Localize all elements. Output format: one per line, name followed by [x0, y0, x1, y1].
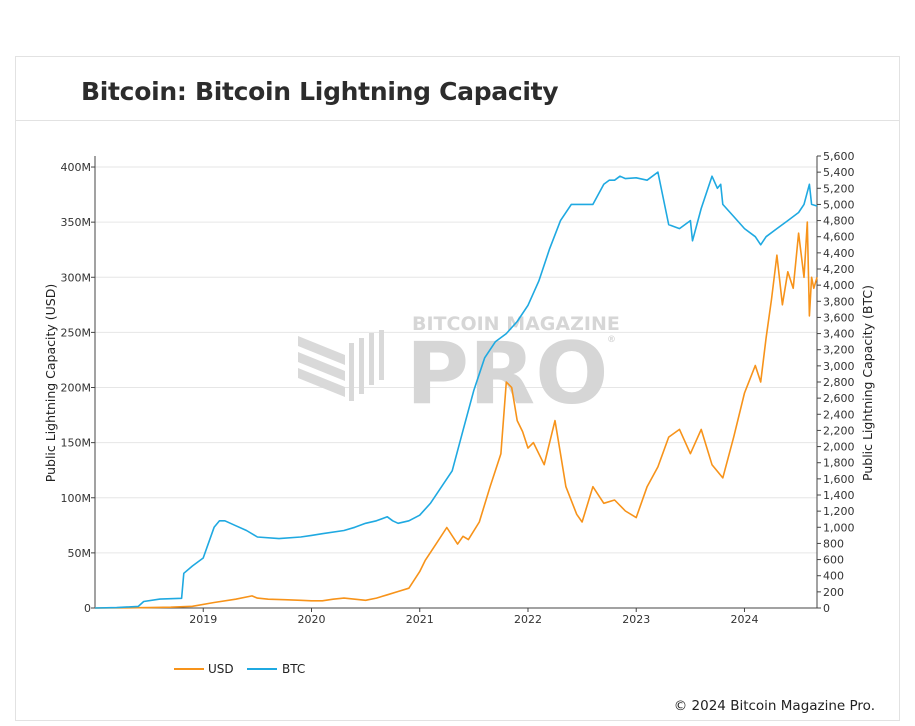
card-header: Bitcoin: Bitcoin Lightning Capacity: [16, 57, 899, 121]
copyright-text: © 2024 Bitcoin Magazine Pro.: [673, 698, 875, 714]
y-right-tick-label: 4,400: [823, 247, 855, 260]
y-left-tick-label: 50M: [68, 547, 92, 560]
y-right-tick-label: 3,400: [823, 328, 855, 341]
y-right-tick-label: 400: [823, 570, 844, 583]
series-lines: [94, 171, 818, 609]
legend-label-btc: BTC: [282, 662, 305, 676]
x-tick-label: 2019: [189, 613, 217, 626]
y-right-tick-label: 600: [823, 554, 844, 567]
y-right-tick-label: 2,200: [823, 424, 855, 437]
y-right-tick-label: 3,000: [823, 360, 855, 373]
y-right-tick-label: 5,600: [823, 150, 855, 163]
x-tick-label: 2023: [622, 613, 650, 626]
y-right-tick-label: 2,600: [823, 392, 855, 405]
watermark: BITCOIN MAGAZINE PRO ®: [298, 313, 620, 424]
y-right-tick-label: 1,800: [823, 457, 855, 470]
y-right-tick-label: 2,400: [823, 408, 855, 421]
y-right-tick-label: 200: [823, 586, 844, 599]
y-right-tick-label: 5,200: [823, 182, 855, 195]
y-left-tick-label: 200M: [61, 382, 92, 395]
y-left-axis-title: Public Lightning Capacity (USD): [43, 284, 58, 482]
x-tick-label: 2020: [297, 613, 325, 626]
x-tick-label: 2022: [514, 613, 542, 626]
y-right-tick-label: 4,600: [823, 231, 855, 244]
y-right-tick-label: 1,600: [823, 473, 855, 486]
y-right-tick-label: 0: [823, 602, 830, 615]
y-right-tick-label: 5,400: [823, 166, 855, 179]
y-left-tick-label: 400M: [61, 161, 92, 174]
y-left-tick-label: 150M: [61, 437, 92, 450]
series-line-btc[interactable]: [94, 171, 818, 609]
legend[interactable]: USD BTC: [174, 662, 305, 676]
x-tick-label: 2024: [730, 613, 758, 626]
y-right-tick-label: 2,800: [823, 376, 855, 389]
watermark-registered: ®: [607, 335, 616, 345]
y-right-tick-label: 3,200: [823, 344, 855, 357]
y-left-tick-label: 300M: [61, 271, 92, 284]
y-left-tick-label: 0: [84, 602, 91, 615]
y-left-tick-label: 250M: [61, 326, 92, 339]
y-right-tick-label: 4,000: [823, 279, 855, 292]
tick-labels: 0 50M 100M 150M 200M 250M 300M 350M 400M 0 200 400 6…: [61, 150, 855, 626]
legend-item-btc[interactable]: BTC: [247, 662, 305, 676]
y-right-tick-label: 1,400: [823, 489, 855, 502]
y-right-tick-label: 2,000: [823, 441, 855, 454]
y-right-axis-title: Public Lightning Capacity (BTC): [860, 285, 875, 481]
y-right-tick-label: 3,600: [823, 311, 855, 324]
y-right-tick-label: 3,800: [823, 295, 855, 308]
y-right-tick-label: 1,200: [823, 505, 855, 518]
legend-label-usd: USD: [208, 662, 234, 676]
watermark-logo-icon: [298, 330, 384, 401]
y-right-tick-label: 1,000: [823, 521, 855, 534]
y-right-tick-label: 5,000: [823, 198, 855, 211]
watermark-big-text: PRO: [406, 324, 608, 424]
y-right-tick-label: 4,200: [823, 263, 855, 276]
y-left-tick-label: 100M: [61, 492, 92, 505]
page-title: Bitcoin: Bitcoin Lightning Capacity: [81, 77, 559, 106]
series-line-usd[interactable]: [94, 221, 818, 609]
gridlines: [95, 166, 817, 554]
y-right-tick-label: 800: [823, 537, 844, 550]
y-left-tick-label: 350M: [61, 216, 92, 229]
x-tick-label: 2021: [406, 613, 434, 626]
legend-item-usd[interactable]: USD: [174, 662, 234, 676]
y-right-tick-label: 4,800: [823, 215, 855, 228]
